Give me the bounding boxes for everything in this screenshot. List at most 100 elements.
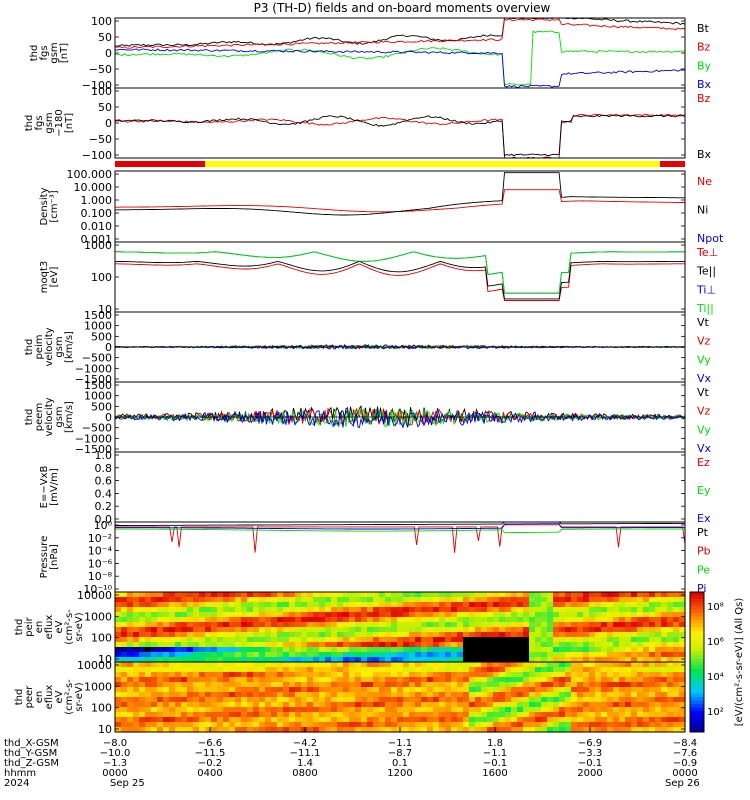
heatmap-cell (295, 702, 302, 708)
heatmap-cell (115, 642, 122, 648)
heatmap-cell (235, 717, 242, 723)
heatmap-cell (217, 687, 224, 693)
heatmap-cell (463, 727, 470, 733)
heatmap-cell (211, 602, 218, 608)
heatmap-cell (637, 642, 644, 648)
y-axis-label-line: [mV/m] (49, 468, 60, 506)
heatmap-cell (391, 662, 398, 668)
heatmap-cell (349, 682, 356, 688)
heatmap-cell (355, 697, 362, 703)
heatmap-cell (643, 692, 650, 698)
heatmap-cell (247, 687, 254, 693)
heatmap-cell (115, 657, 122, 663)
heatmap-cell (265, 647, 272, 653)
heatmap-cell (349, 627, 356, 633)
heatmap-cell (583, 612, 590, 618)
heatmap-cell (307, 637, 314, 643)
heatmap-cell (193, 667, 200, 673)
heatmap-cell (121, 672, 128, 678)
heatmap-cell (583, 702, 590, 708)
heatmap-cell (259, 627, 266, 633)
heatmap-cell (499, 627, 506, 633)
heatmap-cell (235, 627, 242, 633)
heatmap-cell (367, 617, 374, 623)
heatmap-cell (637, 602, 644, 608)
heatmap-cell (121, 597, 128, 603)
heatmap-cell (349, 622, 356, 628)
heatmap-cell (241, 692, 248, 698)
heatmap-cell (235, 692, 242, 698)
heatmap-cell (331, 707, 338, 713)
legend-entry-ex: Ex (697, 512, 711, 525)
heatmap-cell (145, 622, 152, 628)
heatmap-cell (193, 722, 200, 728)
heatmap-cell (667, 707, 674, 713)
heatmap-cell (397, 717, 404, 723)
heatmap-cell (607, 727, 614, 733)
heatmap-cell (217, 597, 224, 603)
heatmap-cell (445, 682, 452, 688)
heatmap-cell (469, 672, 476, 678)
colorbar-swatch (690, 606, 704, 610)
y-axis-label-line: velocity (44, 327, 55, 366)
heatmap-cell (139, 642, 146, 648)
heatmap-cell (409, 707, 416, 713)
heatmap-cell (547, 702, 554, 708)
heatmap-cell (235, 677, 242, 683)
heatmap-cell (655, 592, 662, 598)
heatmap-cell (385, 622, 392, 628)
heatmap-cell (217, 677, 224, 683)
heatmap-cell (325, 707, 332, 713)
heatmap-cell (139, 597, 146, 603)
heatmap-cell (385, 712, 392, 718)
heatmap-cell (181, 637, 188, 643)
heatmap-cell (247, 637, 254, 643)
heatmap-cell (637, 622, 644, 628)
heatmap-cell (295, 727, 302, 733)
heatmap-cell (295, 597, 302, 603)
colorbar-swatch (690, 693, 704, 698)
heatmap-cell (127, 652, 134, 658)
y-tick-label: 0.010 (81, 220, 113, 233)
legend-entry-ni: Ni (697, 204, 708, 217)
heatmap-cell (619, 687, 626, 693)
heatmap-cell (451, 697, 458, 703)
heatmap-cell (553, 667, 560, 673)
heatmap-cell (379, 672, 386, 678)
heatmap-cell (619, 652, 626, 658)
heatmap-cell (409, 602, 416, 608)
heatmap-cell (655, 677, 662, 683)
heatmap-cell (211, 712, 218, 718)
heatmap-cell (595, 642, 602, 648)
heatmap-cell (145, 617, 152, 623)
heatmap-cell (169, 667, 176, 673)
heatmap-cell (457, 712, 464, 718)
heatmap-cell (571, 697, 578, 703)
heatmap-cell (175, 677, 182, 683)
heatmap-cell (607, 702, 614, 708)
heatmap-cell (445, 677, 452, 683)
legend-entry-npot: Npot (697, 232, 724, 245)
heatmap-cell (439, 702, 446, 708)
heatmap-cell (265, 677, 272, 683)
heatmap-cell (631, 657, 638, 663)
heatmap-cell (517, 677, 524, 683)
heatmap-cell (493, 597, 500, 603)
heatmap-cell (283, 627, 290, 633)
heatmap-cell (205, 692, 212, 698)
heatmap-cell (433, 607, 440, 613)
heatmap-cell (625, 717, 632, 723)
heatmap-cell (259, 727, 266, 733)
heatmap-cell (229, 617, 236, 623)
heatmap-cell (223, 607, 230, 613)
heatmap-cell (253, 727, 260, 733)
heatmap-cell (391, 702, 398, 708)
heatmap-cell (415, 717, 422, 723)
heatmap-cell (157, 647, 164, 653)
heatmap-cell (679, 642, 686, 648)
y-axis-label: Pressure [nPa] (39, 536, 60, 579)
heatmap-cell (601, 662, 608, 668)
heatmap-cell (295, 652, 302, 658)
heatmap-cell (121, 707, 128, 713)
heatmap-cell (667, 637, 674, 643)
